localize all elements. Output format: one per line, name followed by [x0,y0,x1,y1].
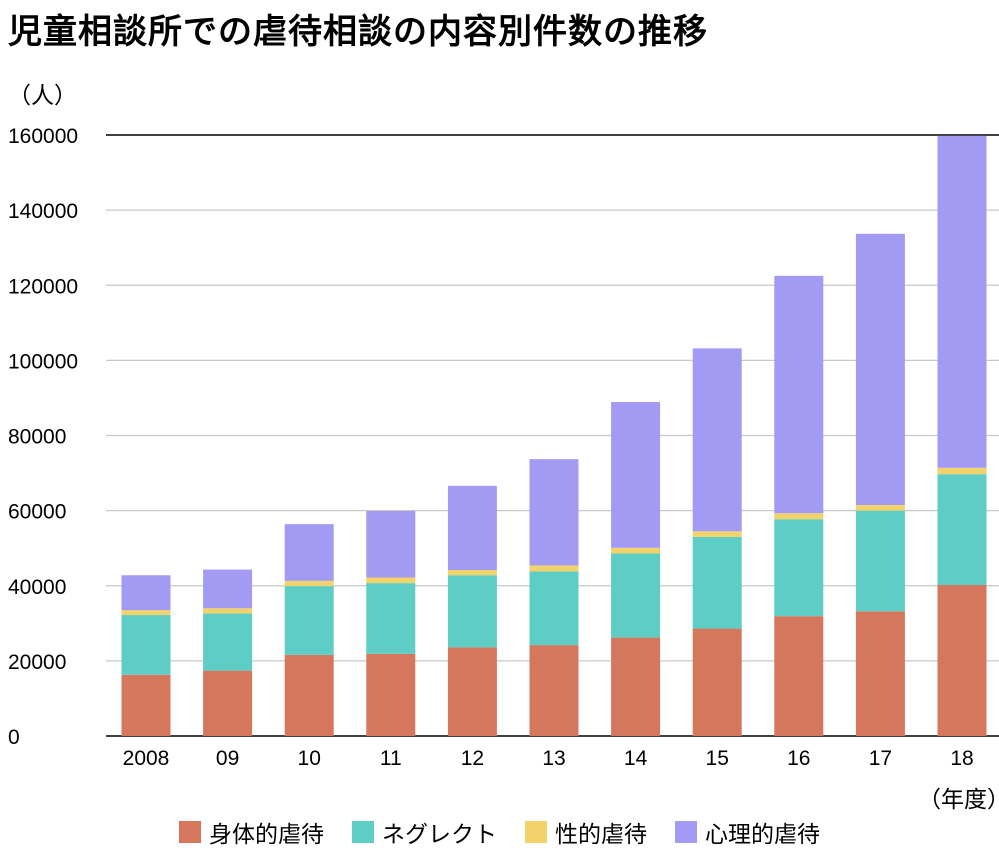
y-tick-label: 0 [8,726,20,749]
bar-segment-3-6 [611,402,661,548]
bar-segment-1-8 [774,519,824,617]
x-tick-label: 13 [542,747,565,770]
bar-segment-2-9 [855,504,905,511]
bar-segment-0-4 [447,647,497,736]
legend-label: ネグレクト [382,822,497,848]
y-tick-label: 80000 [8,426,66,449]
legend-swatch [675,821,697,843]
y-tick-label: 120000 [8,275,78,298]
bar-segment-1-6 [611,553,661,638]
legend: 身体的虐待 ネグレクト 性的虐待 心理的虐待 [0,812,999,852]
bar-segment-0-1 [203,670,253,736]
bar-segment-1-2 [284,586,334,655]
bar-segment-3-8 [774,275,824,514]
bar-segment-1-0 [121,615,171,675]
bars [121,135,987,736]
bar-segment-0-3 [366,653,416,736]
bar-segment-3-4 [447,485,497,570]
bar-segment-2-1 [203,608,253,614]
x-tick-label: 15 [706,747,729,770]
bar-segment-1-4 [447,575,497,648]
bar-segment-2-7 [692,531,742,537]
legend-label: 心理的虐待 [705,822,820,848]
legend-label: 性的虐待 [555,822,647,848]
stacked-bar-chart: 0 20000 40000 60000 80000 100000 120000 140000 1… [8,125,999,770]
y-axis-unit: （人） [8,83,77,109]
legend-item: 性的虐待 [525,815,647,849]
x-tick-label: 2008 [123,747,170,770]
x-tick-label: 09 [216,747,239,770]
legend-label: 身体的虐待 [209,822,324,848]
x-axis-unit: （年度） [918,787,999,813]
bar-segment-1-10 [937,474,987,585]
y-tick-label: 20000 [8,651,66,674]
bar-segment-0-2 [284,654,334,736]
x-tick-label: 12 [461,747,484,770]
bar-segment-0-9 [855,611,905,736]
bar-segment-2-6 [611,547,661,554]
bar-segment-2-10 [937,467,987,475]
bar-segment-0-0 [121,674,171,736]
x-tick-label: 18 [950,747,973,770]
x-tick-label: 14 [624,747,648,770]
legend-swatch [352,821,374,843]
bar-segment-2-5 [529,565,579,572]
bar-segment-2-4 [447,569,497,576]
legend-swatch [179,821,201,843]
bar-segment-2-2 [284,580,334,587]
bar-segment-1-3 [366,583,416,654]
y-tick-label: 100000 [8,350,78,373]
bar-segment-3-1 [203,569,253,609]
y-tick-label: 40000 [8,576,66,599]
bar-segment-0-5 [529,645,579,736]
x-tick-label: 17 [869,747,892,770]
x-tick-label: 10 [298,747,321,770]
bar-segment-3-5 [529,459,579,566]
y-tick-label: 140000 [8,200,78,223]
bar-segment-1-5 [529,571,579,646]
axes: 0 20000 40000 60000 80000 100000 120000 140000 1… [8,125,974,770]
bar-segment-0-7 [692,628,742,736]
x-tick-label: 16 [787,747,810,770]
bar-segment-3-7 [692,348,742,532]
bar-segment-3-9 [855,233,905,505]
bar-segment-1-9 [855,510,905,612]
bar-segment-3-3 [366,511,416,578]
legend-swatch [525,821,547,843]
y-tick-label: 160000 [8,125,78,148]
x-tick-label: 11 [380,747,402,770]
bar-segment-3-2 [284,524,334,581]
bar-segment-0-6 [611,637,661,736]
legend-item: ネグレクト [352,815,497,849]
bar-segment-0-8 [774,616,824,736]
bar-segment-3-10 [937,135,987,468]
bar-segment-3-0 [121,575,171,611]
chart-title: 児童相談所での虐待相談の内容別件数の推移 [8,12,708,52]
bar-segment-1-7 [692,536,742,629]
bar-segment-2-0 [121,610,171,616]
bar-segment-1-1 [203,613,253,671]
legend-item: 身体的虐待 [179,815,324,849]
bar-segment-2-3 [366,577,416,584]
bar-segment-2-8 [774,513,824,520]
bar-segment-0-10 [937,584,987,736]
y-tick-label: 60000 [8,501,66,524]
legend-item: 心理的虐待 [675,815,820,849]
